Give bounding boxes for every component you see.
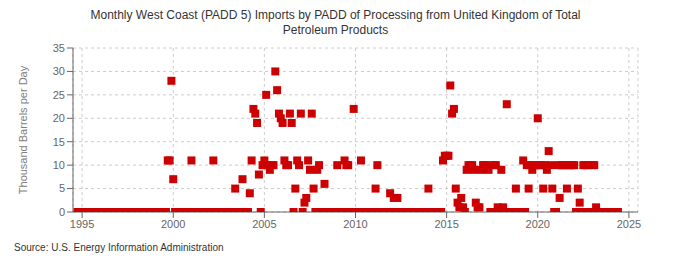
svg-text:20: 20 bbox=[53, 112, 65, 124]
svg-text:5: 5 bbox=[59, 182, 65, 194]
svg-text:2020: 2020 bbox=[526, 218, 550, 230]
svg-text:15: 15 bbox=[53, 136, 65, 148]
svg-text:Thousand Barrels per Day: Thousand Barrels per Day bbox=[17, 65, 29, 194]
html-text:Monthly West Coast (PADD 5) Im: Monthly West Coast (PADD 5) Imports by P… bbox=[90, 8, 581, 22]
svg-text:10: 10 bbox=[53, 159, 65, 171]
svg-text:2015: 2015 bbox=[434, 218, 458, 230]
svg-text:2005: 2005 bbox=[252, 218, 276, 230]
svg-text:30: 30 bbox=[53, 65, 65, 77]
html-text:Source: U.S. Energy Informatio: Source: U.S. Energy Information Administ… bbox=[14, 242, 224, 253]
html-text:Petroleum Products: Petroleum Products bbox=[282, 23, 389, 37]
svg-text:35: 35 bbox=[53, 42, 65, 54]
svg-text:1995: 1995 bbox=[70, 218, 94, 230]
svg-text:0: 0 bbox=[59, 206, 65, 218]
svg-text:25: 25 bbox=[53, 89, 65, 101]
svg-text:2000: 2000 bbox=[161, 218, 185, 230]
svg-text:2010: 2010 bbox=[343, 218, 367, 230]
svg-text:2025: 2025 bbox=[617, 218, 641, 230]
